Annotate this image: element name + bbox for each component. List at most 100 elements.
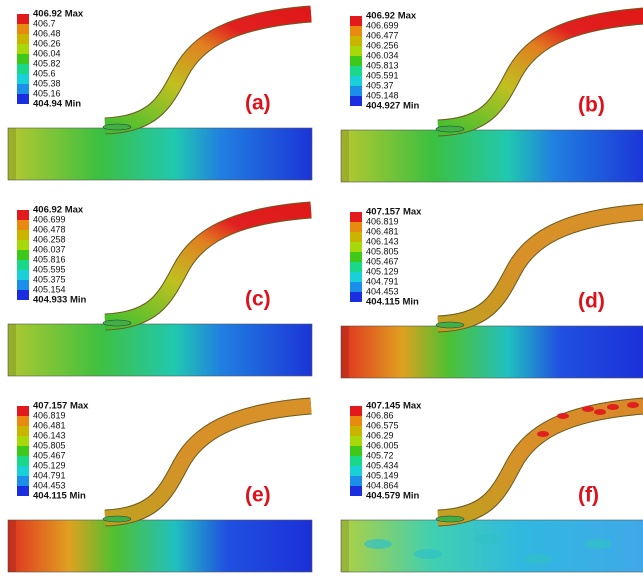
- pipe: [105, 406, 311, 518]
- hot-spot: [537, 431, 549, 437]
- legend-band: [350, 46, 362, 56]
- legend-label: 406.256: [366, 40, 399, 50]
- legend-label: 404.927 Min: [366, 101, 420, 112]
- legend-band: [350, 272, 362, 282]
- legend-label: 406.478: [33, 224, 66, 234]
- legend-band: [350, 406, 362, 416]
- block-edge: [341, 326, 349, 378]
- legend-band: [350, 36, 362, 46]
- legend-band: [350, 416, 362, 426]
- legend-label: 406.143: [33, 430, 66, 440]
- legend-band: [17, 250, 29, 260]
- legend-label: 405.82: [33, 58, 61, 68]
- legend-band: [350, 96, 362, 106]
- legend-label: 405.816: [33, 254, 66, 264]
- pipe-outline: [438, 16, 643, 128]
- pipe: [105, 14, 311, 126]
- legend-label: 404.453: [33, 480, 66, 490]
- legend-band: [17, 436, 29, 446]
- base-block: [8, 520, 312, 572]
- pipe-joint: [103, 320, 131, 326]
- legend-band: [350, 262, 362, 272]
- contour-plot: 407.157 Max406.819406.481406.143405.8054…: [338, 200, 643, 380]
- legend-label: 406.699: [33, 214, 66, 224]
- legend-label: 406.29: [366, 430, 394, 440]
- pipe-outline: [438, 212, 643, 324]
- legend-band: [350, 232, 362, 242]
- pipe-outline: [105, 406, 311, 518]
- hot-spot: [594, 409, 606, 415]
- legend-band: [350, 16, 362, 26]
- contour-plot: 406.92 Max406.699406.478406.258406.03740…: [5, 198, 315, 378]
- legend-band: [17, 260, 29, 270]
- legend-band: [17, 220, 29, 230]
- legend-label: 406.7: [33, 18, 56, 28]
- pipe-joint: [436, 126, 464, 132]
- pipe: [438, 16, 643, 128]
- legend-band: [350, 426, 362, 436]
- legend-band: [350, 436, 362, 446]
- legend-label: 404.94 Min: [33, 99, 81, 110]
- legend-band: [350, 282, 362, 292]
- legend-label: 404.791: [33, 470, 66, 480]
- legend-band: [17, 94, 29, 104]
- legend-label: 406.037: [33, 244, 66, 254]
- legend-label: 405.72: [366, 450, 394, 460]
- legend-band: [17, 240, 29, 250]
- legend-band: [350, 212, 362, 222]
- pipe: [438, 406, 643, 518]
- figure: {"panels": [ {"label": "(a)", "legend": …: [0, 0, 643, 571]
- legend-band: [350, 252, 362, 262]
- legend-label: 404.579 Min: [366, 491, 420, 502]
- legend-label: 404.791: [366, 276, 399, 286]
- hot-spot: [582, 406, 594, 412]
- hot-spot: [557, 413, 569, 419]
- legend-label: 406.48: [33, 28, 61, 38]
- legend-band: [350, 56, 362, 66]
- legend-label: 405.16: [33, 88, 61, 98]
- legend-label: 405.595: [33, 264, 66, 274]
- legend-band: [350, 446, 362, 456]
- legend-label: 405.375: [33, 274, 66, 284]
- cool-spot: [364, 539, 392, 549]
- legend-band: [17, 426, 29, 436]
- pipe-joint: [103, 124, 131, 130]
- pipe-joint: [103, 516, 131, 522]
- legend-label: 406.819: [366, 216, 399, 226]
- base-block: [8, 128, 312, 180]
- legend-label: 405.591: [366, 70, 399, 80]
- legend-band: [350, 476, 362, 486]
- cool-spot: [414, 549, 442, 559]
- legend-band: [17, 44, 29, 54]
- legend-label: 405.805: [366, 246, 399, 256]
- legend-band: [17, 416, 29, 426]
- legend-band: [17, 486, 29, 496]
- base-block: [341, 326, 643, 378]
- legend-band: [350, 76, 362, 86]
- pipe-outline: [105, 210, 311, 322]
- legend-label: 406.005: [366, 440, 399, 450]
- legend-label: 405.148: [366, 90, 399, 100]
- hot-spot: [627, 402, 639, 408]
- legend-band: [17, 446, 29, 456]
- legend-band: [350, 486, 362, 496]
- contour-plot: 407.145 Max406.86406.575406.29406.005405…: [338, 394, 643, 574]
- legend-label: 406.819: [33, 410, 66, 420]
- legend-band: [17, 54, 29, 64]
- legend-band: [17, 280, 29, 290]
- contour-plot: 406.92 Max406.7406.48406.26406.04405.824…: [5, 2, 315, 182]
- legend-label: 405.129: [366, 266, 399, 276]
- legend-label: 404.864: [366, 480, 399, 490]
- pipe-joint: [436, 322, 464, 328]
- legend-band: [350, 66, 362, 76]
- result-panel: 406.92 Max406.699406.477406.256406.03440…: [338, 4, 643, 189]
- legend-label: 406.04: [33, 48, 61, 58]
- legend-band: [350, 26, 362, 36]
- cool-spot: [474, 534, 502, 544]
- legend-band: [350, 456, 362, 466]
- panel-label: (d): [578, 290, 605, 313]
- legend-label: 405.467: [366, 256, 399, 266]
- base-block: [341, 130, 643, 182]
